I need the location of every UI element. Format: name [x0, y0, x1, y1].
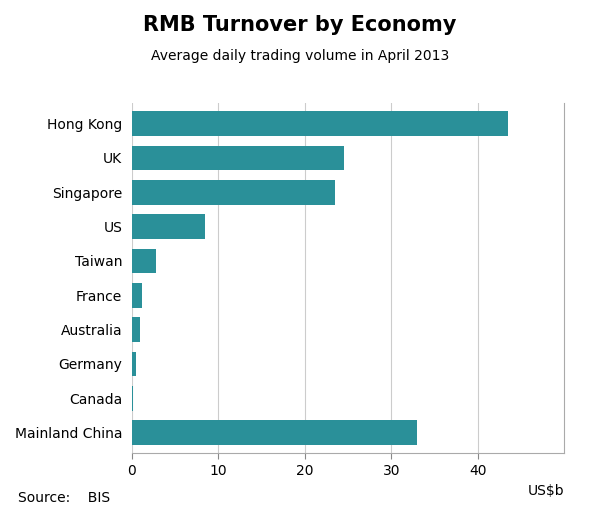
Bar: [132, 283, 142, 307]
Bar: [132, 386, 133, 410]
Text: Average daily trading volume in April 2013: Average daily trading volume in April 20…: [151, 49, 449, 63]
Text: US$b: US$b: [527, 484, 564, 498]
Bar: [132, 180, 335, 204]
Text: Source:    BIS: Source: BIS: [18, 491, 110, 505]
Bar: [132, 146, 344, 170]
Bar: [132, 420, 417, 445]
Bar: [132, 352, 136, 376]
Bar: [132, 317, 140, 342]
Bar: [132, 249, 156, 273]
Bar: [132, 111, 508, 136]
Bar: [132, 214, 205, 239]
Text: RMB Turnover by Economy: RMB Turnover by Economy: [143, 15, 457, 36]
